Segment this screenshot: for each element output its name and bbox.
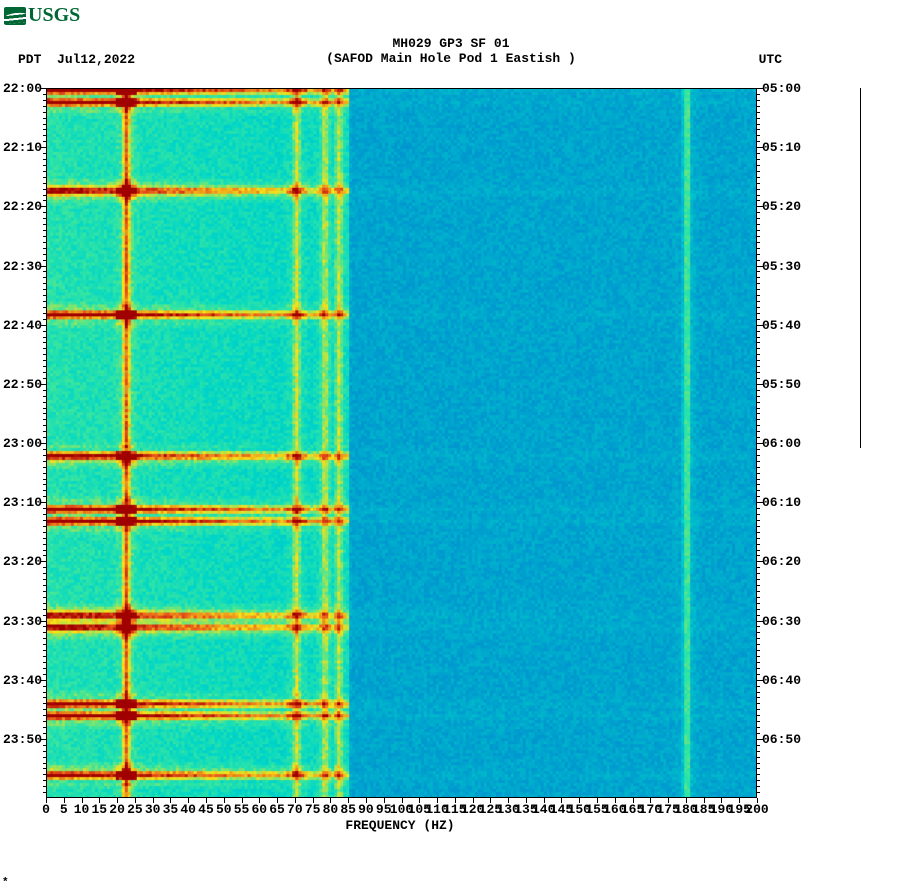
y-right-tick-label: 05:40 xyxy=(762,318,801,333)
x-tick-label: 10 xyxy=(74,802,90,817)
y-right-tick-label: 06:40 xyxy=(762,673,801,688)
date-left: Jul12,2022 xyxy=(57,52,135,67)
y-right-tick-label: 05:00 xyxy=(762,81,801,96)
y-right-tick-label: 06:50 xyxy=(762,732,801,747)
y-right-tick-label: 05:50 xyxy=(762,377,801,392)
y-left-tick-label: 23:50 xyxy=(0,732,42,747)
x-tick-label: 5 xyxy=(60,802,68,817)
y-left-tick-label: 22:30 xyxy=(0,259,42,274)
y-left-tick-label: 23:30 xyxy=(0,614,42,629)
colorbar-line xyxy=(860,88,861,448)
wave-icon xyxy=(4,7,26,25)
y-right-tick-label: 06:00 xyxy=(762,436,801,451)
x-tick-label: 0 xyxy=(42,802,50,817)
x-tick-label: 200 xyxy=(745,802,768,817)
chart-title: MH029 GP3 SF 01 xyxy=(0,36,902,51)
y-right-tick-label: 05:10 xyxy=(762,140,801,155)
y-left-tick-label: 22:20 xyxy=(0,199,42,214)
x-tick-label: 60 xyxy=(251,802,267,817)
y-right-tick-label: 05:30 xyxy=(762,259,801,274)
y-left-tick-label: 22:40 xyxy=(0,318,42,333)
x-tick-label: 45 xyxy=(198,802,214,817)
y-right-tick-label: 06:30 xyxy=(762,614,801,629)
y-left-tick-label: 22:10 xyxy=(0,140,42,155)
x-tick-label: 20 xyxy=(109,802,125,817)
y-right-tick-label: 05:20 xyxy=(762,199,801,214)
footer-mark: * xyxy=(2,877,9,889)
y-left-tick-label: 23:40 xyxy=(0,673,42,688)
y-left-tick-label: 23:20 xyxy=(0,554,42,569)
x-tick-label: 75 xyxy=(305,802,321,817)
x-axis-title: FREQUENCY (HZ) xyxy=(0,818,800,833)
usgs-logo: USGS xyxy=(4,4,80,27)
x-tick-label: 85 xyxy=(340,802,356,817)
tz-right-label: UTC xyxy=(759,52,782,67)
left-timezone-block: PDT Jul12,2022 xyxy=(18,52,135,67)
tz-left-label: PDT xyxy=(18,52,41,67)
spectrogram-canvas xyxy=(47,89,756,797)
y-left-tick-label: 22:50 xyxy=(0,377,42,392)
y-right-tick-label: 06:10 xyxy=(762,495,801,510)
x-tick-label: 35 xyxy=(163,802,179,817)
x-tick-label: 65 xyxy=(269,802,285,817)
x-tick-label: 70 xyxy=(287,802,303,817)
right-timezone-block: UTC xyxy=(759,52,782,67)
x-tick-label: 80 xyxy=(323,802,339,817)
logo-text: USGS xyxy=(28,4,80,27)
y-left-tick-label: 23:00 xyxy=(0,436,42,451)
spectrogram-plot xyxy=(46,88,757,798)
x-tick-label: 25 xyxy=(127,802,143,817)
x-tick-label: 30 xyxy=(145,802,161,817)
x-tick-label: 40 xyxy=(180,802,196,817)
y-right-tick-label: 06:20 xyxy=(762,554,801,569)
x-tick-label: 15 xyxy=(92,802,108,817)
x-tick-label: 55 xyxy=(234,802,250,817)
y-left-tick-label: 22:00 xyxy=(0,81,42,96)
y-left-tick-label: 23:10 xyxy=(0,495,42,510)
x-tick-label: 50 xyxy=(216,802,232,817)
x-tick-label: 90 xyxy=(358,802,374,817)
